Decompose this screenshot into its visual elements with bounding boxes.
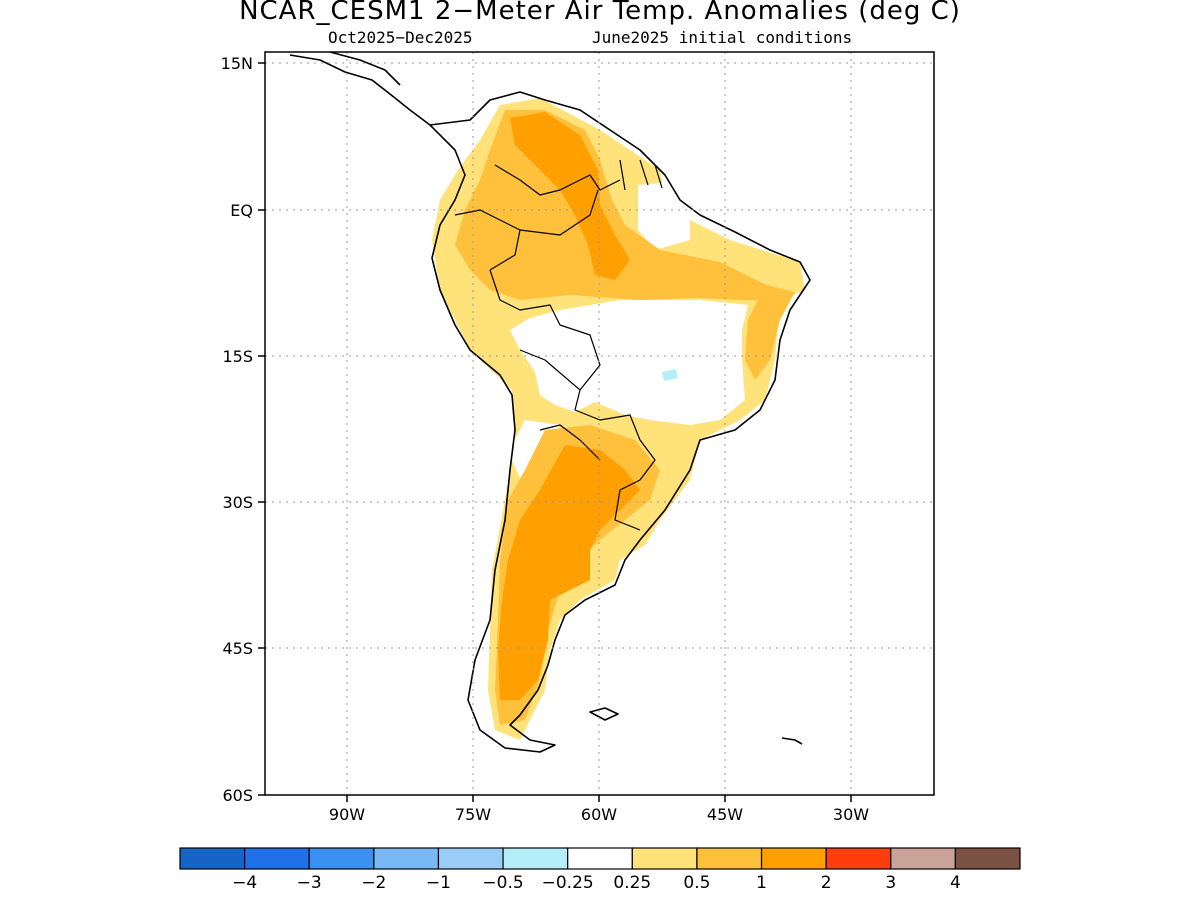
lon-labels: 90W 75W 60W 45W 30W: [329, 805, 869, 824]
colorbar-swatch: [825, 847, 892, 870]
lat-label-45s: 45S: [222, 639, 253, 658]
colorbar-label: −3: [297, 873, 322, 893]
south-america-coast: [429, 91, 811, 753]
colorbar: [179, 847, 1021, 870]
lon-label-45w: 45W: [707, 805, 743, 824]
lon-label-60w: 60W: [581, 805, 617, 824]
colorbar-swatch: [244, 847, 310, 870]
initial-conditions: June2025 initial conditions: [592, 28, 853, 47]
colorbar-labels: −4 −3 −2 −1 −0.5 −0.25 0.25 0.5 1 2 3 4: [232, 873, 961, 893]
lon-label-90w: 90W: [329, 805, 365, 824]
neutral-region-guiana: [638, 182, 690, 250]
lat-label-60s: 60S: [222, 786, 253, 805]
colorbar-swatch: [696, 847, 763, 870]
colorbar-label: 0.5: [683, 873, 710, 893]
lon-label-75w: 75W: [455, 805, 491, 824]
colorbar-label: −4: [232, 873, 257, 893]
colorbar-label: 3: [885, 873, 896, 893]
colorbar-label: −0.5: [482, 873, 523, 893]
colorbar-swatch: [437, 847, 504, 870]
colorbar-swatch: [502, 847, 569, 870]
lat-label-15s: 15S: [222, 347, 253, 366]
colorbar-label: 0.25: [613, 873, 651, 893]
falklands: [589, 707, 619, 721]
colorbar-swatch: [373, 847, 440, 870]
lat-label-eq: EQ: [230, 201, 253, 220]
colorbar-swatch: [890, 847, 956, 870]
lat-label-30s: 30S: [222, 493, 253, 512]
anomaly-shading: [432, 98, 805, 740]
colorbar-label: −2: [361, 873, 386, 893]
gridlines: [265, 52, 934, 795]
colorbar-swatch: [567, 847, 633, 870]
lon-label-30w: 30W: [833, 805, 869, 824]
coastlines: [289, 51, 811, 753]
lat-label-15n: 15N: [221, 54, 253, 73]
central-america-coast: [289, 51, 431, 126]
forecast-period: Oct2025−Dec2025: [328, 28, 473, 47]
colorbar-label: −1: [426, 873, 451, 893]
map-title: NCAR_CESM1 2−Meter Air Temp. Anomalies (…: [239, 0, 961, 26]
anomaly-region-2-north: [510, 112, 630, 280]
anomaly-region-1-east: [745, 285, 795, 380]
colorbar-swatch: [631, 847, 698, 870]
neutral-region-brazil: [510, 300, 748, 425]
country-borders: [454, 159, 663, 531]
colorbar-swatch: [760, 847, 827, 870]
colorbar-label: 2: [821, 873, 832, 893]
colorbar-label: −0.25: [542, 873, 594, 893]
colorbar-swatch: [308, 847, 375, 870]
anomaly-region-2-south: [498, 445, 640, 700]
cool-spot: [662, 369, 678, 381]
colorbar-swatch: [954, 847, 1021, 870]
colorbar-label: 4: [950, 873, 961, 893]
lat-labels: 15N EQ 15S 30S 45S 60S: [221, 54, 253, 805]
colorbar-label: 1: [756, 873, 767, 893]
axis-ticks: [258, 62, 852, 802]
south-georgia: [781, 737, 803, 745]
colorbar-swatch: [179, 847, 246, 870]
